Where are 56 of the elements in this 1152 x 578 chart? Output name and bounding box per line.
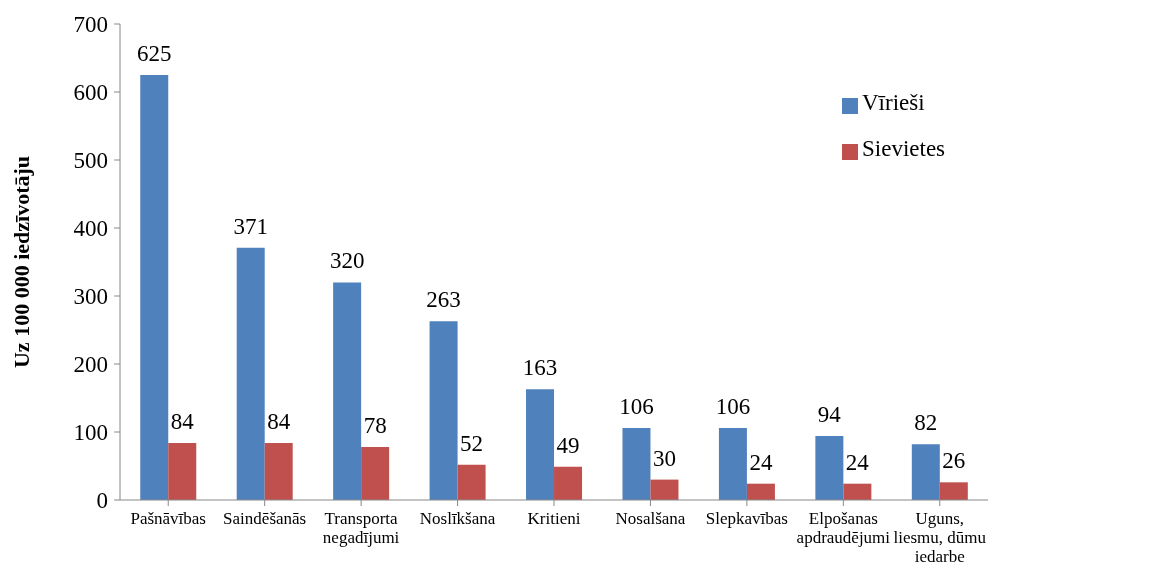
x-tick-label: Noslīkšana <box>419 509 496 528</box>
x-tick-label: Pašnāvības <box>130 509 206 528</box>
data-label: 49 <box>556 432 580 458</box>
data-label: 106 <box>619 393 654 419</box>
x-tick-label: Kritieni <box>527 509 581 528</box>
y-tick-label: 500 <box>73 148 108 174</box>
legend-label: Sievietes <box>862 136 946 161</box>
y-tick-label: 200 <box>73 352 108 378</box>
legend-label: Vīrieši <box>862 90 925 115</box>
bar <box>457 464 486 500</box>
data-label: 78 <box>363 412 387 438</box>
data-label: 82 <box>914 410 938 436</box>
data-label: 52 <box>460 430 484 456</box>
bar <box>168 442 197 500</box>
bar <box>264 442 293 500</box>
data-label: 24 <box>845 449 870 475</box>
y-tick-label: 600 <box>73 80 108 106</box>
bar <box>746 483 775 500</box>
bar <box>140 75 169 500</box>
x-tick-label: Transporta negadījumi <box>322 509 400 547</box>
bar <box>361 446 390 500</box>
x-tick-label: Nosalšana <box>615 509 686 528</box>
bar <box>650 479 679 500</box>
data-label: 163 <box>522 355 558 381</box>
x-tick-label: Elpošanas apdraudējumi <box>796 509 891 547</box>
bar <box>815 436 844 500</box>
bar <box>622 427 651 500</box>
y-tick-label: 100 <box>73 420 108 446</box>
y-axis-title: Uz 100 000 iedzīvotāju <box>8 155 34 369</box>
data-label: 84 <box>170 408 195 434</box>
data-label: 106 <box>715 393 751 419</box>
data-label: 84 <box>267 408 291 434</box>
data-label: 94 <box>817 402 842 428</box>
bar <box>236 247 265 500</box>
bar <box>526 389 555 500</box>
x-tick-label: Slepkavības <box>705 509 788 528</box>
x-tick-label: Saindēšanās <box>223 509 307 528</box>
y-tick-label: 400 <box>73 216 108 242</box>
bar <box>429 321 458 500</box>
x-tick-label: Uguns, liesmu, dūmu iedarbe <box>893 509 987 566</box>
data-label: 30 <box>652 445 676 471</box>
bar <box>718 427 747 500</box>
y-tick-label: 300 <box>73 284 108 310</box>
bar <box>554 466 583 500</box>
data-label: 625 <box>137 41 172 66</box>
data-label: 371 <box>233 213 268 239</box>
bar <box>333 282 362 500</box>
data-label: 263 <box>426 287 461 313</box>
y-tick-label: 0 <box>96 488 108 514</box>
bar <box>843 483 872 500</box>
bar <box>911 444 940 500</box>
data-label: 24 <box>749 449 773 475</box>
bar <box>939 482 968 500</box>
data-label: 26 <box>942 448 966 474</box>
data-label: 320 <box>329 248 365 274</box>
y-tick-label: 700 <box>73 12 108 38</box>
